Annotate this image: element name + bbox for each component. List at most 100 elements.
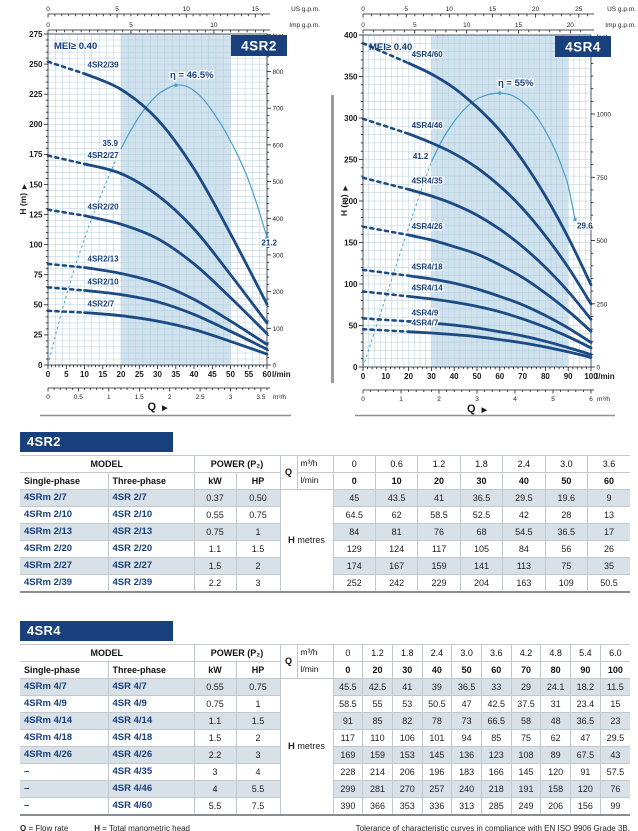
q-m3h-value: 1.8: [459, 455, 504, 473]
q-lmin-value: 30: [459, 472, 504, 490]
x-axis-tick-label: 40: [450, 372, 459, 381]
h-value: 75: [544, 557, 589, 575]
h-value: 42.5: [480, 695, 512, 713]
h-value: 141: [459, 557, 504, 575]
head-curve: [361, 268, 593, 344]
q-lmin-value: 100: [599, 661, 630, 679]
q-m3h-value: 0.6: [374, 455, 419, 473]
x-axis-tick-label: 100: [584, 372, 598, 381]
table-row: 4SRm 2/7 4SR 2/7 0.37 0.50 H metres 45 43.5 41 3…: [20, 489, 630, 593]
page-footer: Q = Flow rate H = Total manometric head T…: [20, 824, 630, 831]
us-gpm-axis-unit: US g.p.m.: [607, 6, 636, 13]
x-axis-tick-label: 50: [226, 370, 235, 379]
y-axis-tick-label: 275: [29, 30, 43, 39]
h-value: 129: [332, 540, 376, 558]
kw-value: 1.1: [193, 712, 237, 730]
h-value: 82: [391, 712, 423, 730]
y-axis-title: H (m)▶: [18, 184, 28, 215]
q-m3h-value: 3.0: [544, 455, 589, 473]
y-axis-tick-label: 0: [38, 361, 43, 370]
x-axis-title: Q ▶: [467, 403, 488, 415]
curve-label: 4SR2/13: [88, 255, 120, 264]
svg-text:H (m)▶: H (m)▶: [339, 185, 349, 216]
h-value: 68: [459, 523, 504, 541]
header-row: Single-phase Three-phase kW HP l/min 0 20 30 40 5…: [20, 661, 630, 679]
single-phase-model: –: [20, 763, 109, 781]
y-axis-tick-label: 225: [29, 90, 43, 99]
h-value: 50.5: [421, 695, 453, 713]
imp-gpm-tick-label: 5: [129, 22, 133, 29]
axis-ticks: [44, 13, 271, 392]
x-axis-title: Q ▶: [148, 401, 169, 413]
legend-h-symbol: H: [94, 824, 101, 831]
table-row: 4SRm 2/13 4SR 2/13 0.75 1 84 81 76 68 54.5 36.5 17: [20, 523, 630, 541]
h-value: 153: [391, 746, 423, 764]
q-lmin-value: 0: [332, 661, 364, 679]
pump-performance-chart: 4SR2/39 4SR2/27 4SR2/20 4SR2/13 4SR2/10 4SR2/…: [18, 6, 320, 417]
table-row: 4SRm 2/39 4SR 2/39 2.2 3 252 242 229 204 163 109 5…: [20, 574, 630, 593]
chart-title-box: [231, 35, 287, 56]
x-axis-tick-label: 45: [208, 370, 217, 379]
h-value: 15: [599, 695, 630, 713]
h-value: 136: [451, 746, 482, 764]
q-m3h-value: 3.0: [451, 644, 482, 662]
kw-value: 0.55: [193, 506, 237, 524]
x-axis-unit: l/min: [596, 372, 615, 381]
table-row: –4SR 4/46 4 5.5 299 281 270 257 240 218 191 158 120…: [20, 780, 630, 798]
h-value: 23.4: [570, 695, 601, 713]
feet-tick-label: 250: [597, 301, 608, 308]
y-axis-tick-label: 250: [29, 60, 43, 69]
x-axis-tick-label: 20: [404, 372, 413, 381]
h-value: 159: [417, 557, 461, 575]
three-phase-model: 4SR 4/26: [107, 746, 195, 764]
feet-tick-label: 300: [273, 252, 284, 259]
three-phase-model: 4SR 2/13: [107, 523, 195, 541]
us-gpm-tick-label: 5: [115, 6, 119, 13]
h-value: 106: [391, 729, 423, 747]
h-value: 41: [417, 489, 461, 507]
table-row: 4SRm 4/7 4SR 4/7 0.55 0.75 H metres 45.5 42.5 4…: [20, 678, 630, 816]
table-row: 4SRm 4/14 4SR 4/14 1.1 1.5 91 85 82 78 73 66.5 58 4…: [20, 712, 630, 730]
curve-label: 4SR4/18: [412, 263, 444, 272]
x-axis-tick-label: 70: [518, 372, 527, 381]
us-gpm-tick-label: 25: [575, 6, 583, 13]
single-phase-model: 4SRm 2/27: [20, 557, 109, 575]
q-m3h-value: 1.2: [417, 455, 461, 473]
q-m3h-value: 2.4: [502, 455, 546, 473]
imp-gpm-tick-label: 20: [567, 22, 575, 29]
h-value: 240: [451, 780, 482, 798]
x-axis-unit: l/min: [272, 370, 291, 379]
curve-label: 4SR4/35: [412, 176, 444, 185]
m3h-tick-label: 3: [229, 394, 233, 401]
three-phase-model: 4SR 2/27: [107, 557, 195, 575]
h-value: 108: [510, 746, 542, 764]
efficiency-label: η = 55%: [498, 78, 534, 89]
header-row: Single-phase Three-phase kW HP l/min 0 10 20 30 4…: [20, 472, 630, 490]
h-value: 105: [459, 540, 504, 558]
head-curve: [361, 42, 593, 287]
h-value: 101: [421, 729, 453, 747]
h-value: 81: [374, 523, 419, 541]
x-axis-tick-label: 30: [153, 370, 162, 379]
three-phase-model: 4SR 4/18: [107, 729, 195, 747]
q-lmin-value: 20: [362, 661, 393, 679]
y-axis-tick-label: 350: [344, 72, 358, 81]
x-axis-tick-label: 10: [381, 372, 390, 381]
h-value: 252: [332, 574, 376, 593]
curve-label: 4SR2/27: [88, 151, 120, 160]
pump-performance-chart: 4SR4/60 4SR4/46 4SR4/35 4SR4/26 4SR4/18 4SR4/…: [339, 6, 636, 417]
h-value: 353: [391, 797, 423, 816]
curve-label: 4SR4/60: [412, 50, 444, 59]
mei-label: MEI≥ 0.40: [54, 41, 97, 52]
curve-label: 4SR2/7: [88, 300, 115, 309]
h-value: 48: [540, 712, 571, 730]
table-row: 4SRm 2/27 4SR 2/27 1.5 2 174 167 159 141 113 75 35: [20, 557, 630, 575]
kw-value: 2.2: [193, 574, 237, 593]
kw-value: 1.5: [193, 729, 237, 747]
h-value: 110: [362, 729, 393, 747]
m3h-tick-label: 0: [46, 394, 50, 401]
head-curve: [361, 290, 593, 350]
legend: Q = Flow rate H = Total manometric head: [20, 824, 216, 831]
hp-value: 5.5: [235, 780, 281, 798]
